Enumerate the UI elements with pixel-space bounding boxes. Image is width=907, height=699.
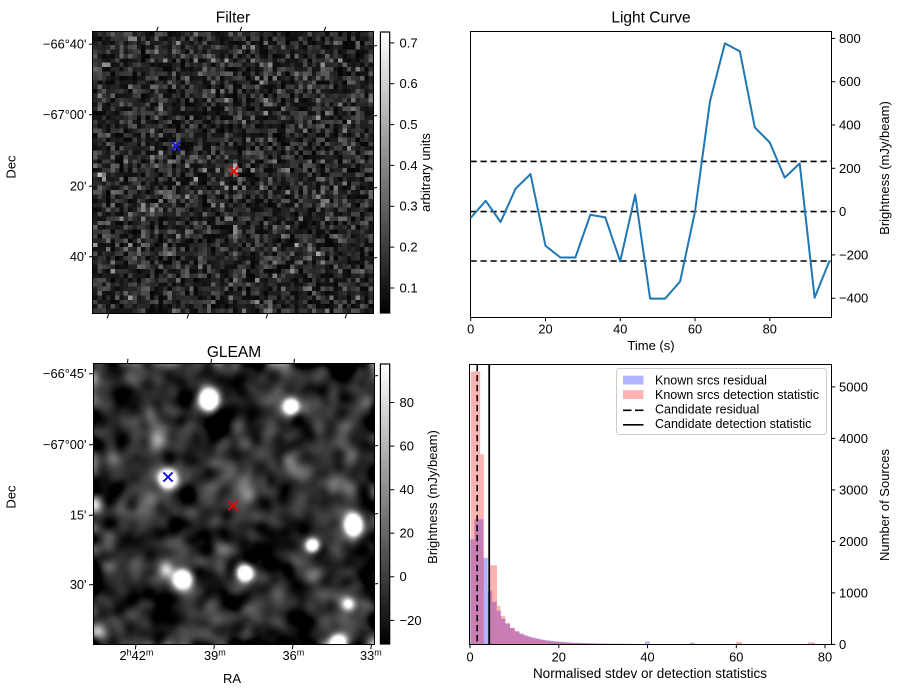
svg-text:0: 0 bbox=[839, 204, 846, 219]
svg-text:40: 40 bbox=[400, 482, 414, 497]
svg-text:−67°00': −67°00' bbox=[43, 437, 87, 452]
svg-text:0.1: 0.1 bbox=[400, 280, 418, 295]
svg-text:40: 40 bbox=[640, 650, 654, 665]
svg-text:80: 80 bbox=[400, 395, 414, 410]
svg-text:RA: RA bbox=[223, 671, 241, 686]
svg-text:30': 30' bbox=[70, 577, 87, 592]
svg-text:2h42m: 2h42m bbox=[120, 648, 154, 664]
svg-text:Dec: Dec bbox=[4, 155, 19, 179]
svg-text:Candidate residual: Candidate residual bbox=[655, 403, 759, 417]
svg-text:−20: −20 bbox=[400, 613, 422, 628]
svg-text:0.2: 0.2 bbox=[400, 240, 418, 255]
svg-text:Known srcs residual: Known srcs residual bbox=[655, 374, 767, 388]
svg-text:2000: 2000 bbox=[839, 534, 868, 549]
svg-text:Normalised stdev or detection: Normalised stdev or detection statistics bbox=[533, 666, 767, 681]
svg-text:−66°40': −66°40' bbox=[43, 36, 87, 51]
svg-text:−400: −400 bbox=[839, 291, 868, 306]
svg-text:80: 80 bbox=[818, 650, 832, 665]
svg-text:60: 60 bbox=[729, 650, 743, 665]
svg-text:39m: 39m bbox=[204, 648, 226, 664]
svg-text:400: 400 bbox=[839, 118, 861, 133]
svg-text:Brightness (mJy/beam): Brightness (mJy/beam) bbox=[425, 430, 440, 564]
svg-text:36m: 36m bbox=[283, 648, 305, 664]
svg-text:arbitrary units: arbitrary units bbox=[418, 133, 433, 212]
svg-text:Dec: Dec bbox=[4, 485, 19, 509]
svg-text:60: 60 bbox=[400, 439, 414, 454]
svg-text:33m: 33m bbox=[360, 648, 382, 664]
svg-text:20': 20' bbox=[70, 178, 87, 193]
svg-text:0: 0 bbox=[839, 637, 846, 652]
svg-text:Candidate detection statistic: Candidate detection statistic bbox=[655, 417, 811, 431]
svg-text:−200: −200 bbox=[839, 247, 868, 262]
svg-text:20: 20 bbox=[552, 650, 566, 665]
svg-text:0.6: 0.6 bbox=[400, 76, 418, 91]
svg-text:0.5: 0.5 bbox=[400, 117, 418, 132]
svg-text:0.7: 0.7 bbox=[400, 35, 418, 50]
svg-text:Light Curve: Light Curve bbox=[611, 10, 690, 27]
svg-text:0: 0 bbox=[467, 322, 474, 337]
svg-text:Number of Sources: Number of Sources bbox=[877, 449, 892, 561]
svg-text:800: 800 bbox=[839, 31, 861, 46]
svg-text:40: 40 bbox=[613, 322, 627, 337]
svg-text:1000: 1000 bbox=[839, 585, 868, 600]
svg-text:600: 600 bbox=[839, 74, 861, 89]
svg-text:200: 200 bbox=[839, 161, 861, 176]
svg-text:Brightness (mJy/beam): Brightness (mJy/beam) bbox=[877, 101, 892, 235]
svg-text:Time (s): Time (s) bbox=[627, 338, 674, 353]
svg-text:20: 20 bbox=[538, 322, 552, 337]
svg-text:−66°45': −66°45' bbox=[43, 366, 87, 381]
svg-text:0.4: 0.4 bbox=[400, 158, 418, 173]
svg-text:4000: 4000 bbox=[839, 431, 868, 446]
svg-text:GLEAM: GLEAM bbox=[207, 344, 261, 361]
svg-text:3000: 3000 bbox=[839, 482, 868, 497]
svg-text:15': 15' bbox=[70, 507, 87, 522]
svg-text:−67°00': −67°00' bbox=[43, 107, 87, 122]
svg-text:40': 40' bbox=[70, 249, 87, 264]
svg-text:5000: 5000 bbox=[839, 379, 868, 394]
svg-text:60: 60 bbox=[688, 322, 702, 337]
svg-text:80: 80 bbox=[763, 322, 777, 337]
svg-text:Known srcs detection statistic: Known srcs detection statistic bbox=[655, 388, 819, 402]
svg-text:0.3: 0.3 bbox=[400, 199, 418, 214]
svg-text:0: 0 bbox=[400, 569, 407, 584]
svg-text:0: 0 bbox=[466, 650, 473, 665]
svg-text:20: 20 bbox=[400, 526, 414, 541]
svg-text:Filter: Filter bbox=[216, 10, 250, 27]
